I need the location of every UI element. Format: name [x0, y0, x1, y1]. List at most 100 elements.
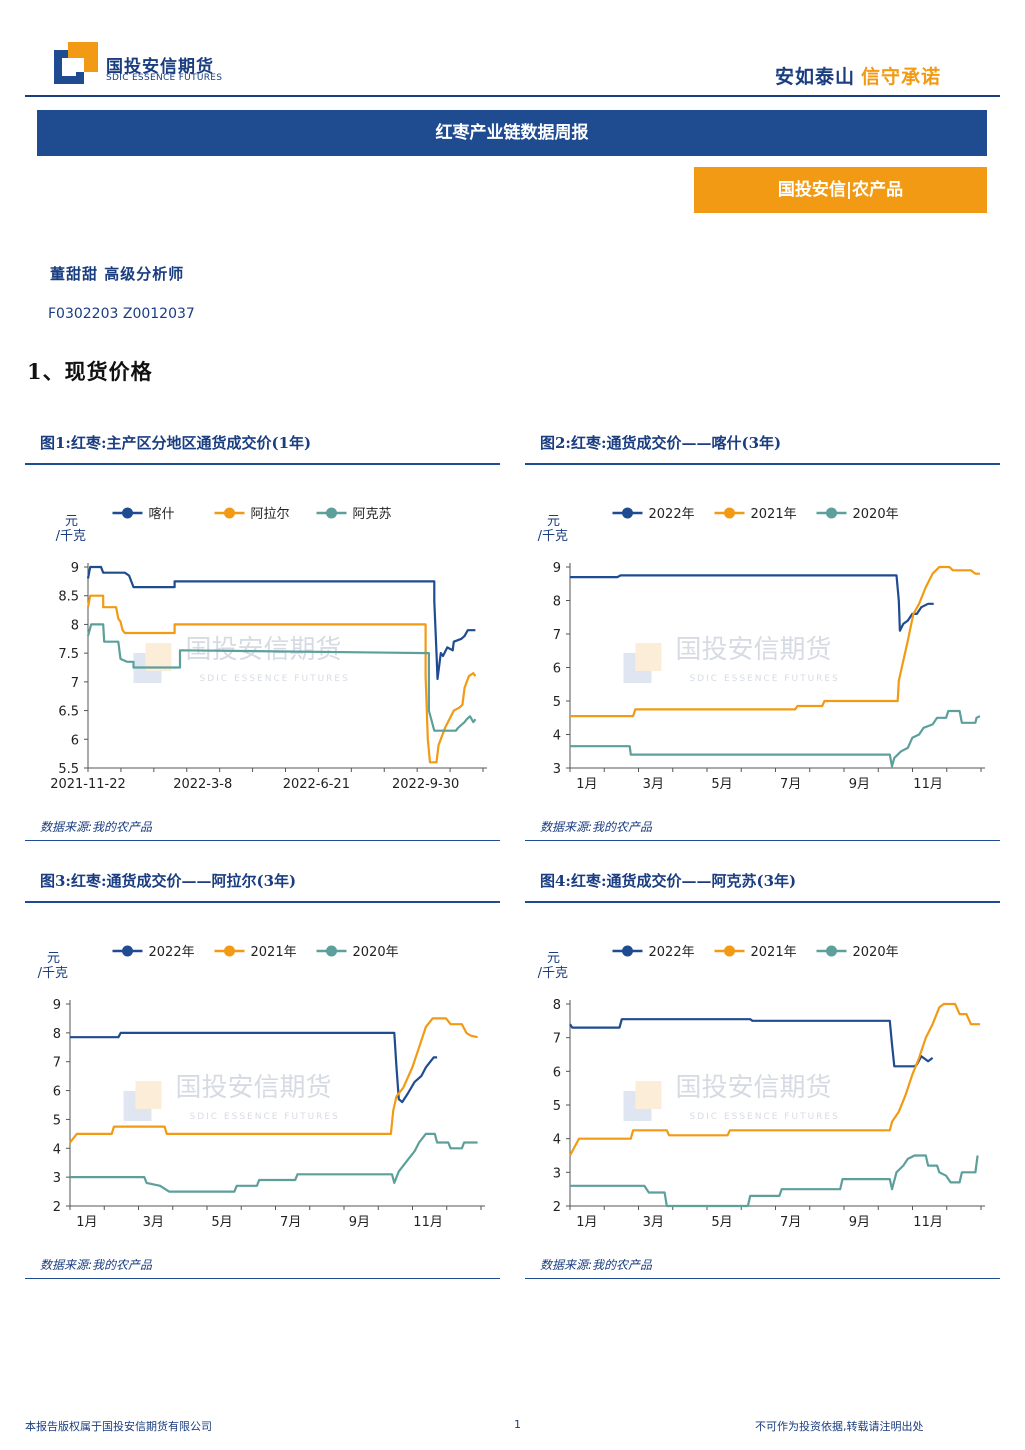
- x-tick-label: 3月: [143, 1215, 164, 1230]
- x-tick-label: 2022-3-8: [173, 777, 232, 792]
- series-line-2: [69, 1017, 478, 1144]
- slogan-part-b: 信守承诺: [861, 66, 942, 88]
- watermark-text-en: SDIC ESSENCE FUTURES: [690, 1112, 840, 1122]
- legend-label: 2022年: [649, 945, 695, 960]
- y-tick-label: 5: [553, 695, 561, 710]
- y-tick-label: 6: [71, 733, 79, 748]
- series-line-3: [70, 1132, 478, 1193]
- header-divider: [25, 95, 1000, 97]
- watermark-logo-icon: [623, 1091, 652, 1121]
- chart-source: 数据来源:我的农产品: [540, 1258, 653, 1272]
- x-tick-label: 5月: [711, 1215, 732, 1230]
- watermark: 国投安信期货 SDIC ESSENCE FUTURES: [623, 1073, 840, 1122]
- legend-marker: [224, 945, 235, 957]
- y-unit-label-a: 元: [547, 951, 560, 966]
- y-tick-label: 5: [53, 1113, 61, 1128]
- watermark: 国投安信期货 SDIC ESSENCE FUTURES: [123, 1073, 340, 1122]
- category-tag: 国投安信|农产品: [694, 167, 987, 213]
- legend-item: 2021年: [714, 945, 797, 960]
- chart-title: 图3:红枣:通货成交价——阿拉尔(3年): [40, 872, 297, 890]
- legend-marker: [326, 945, 337, 957]
- chart-bottom-divider: [525, 1278, 1000, 1279]
- watermark-logo-accent-icon: [145, 643, 172, 671]
- y-unit-label-b: /千克: [538, 529, 568, 544]
- legend-label: 2022年: [649, 507, 695, 522]
- y-tick-label: 8: [553, 998, 561, 1013]
- series-line-2: [570, 565, 980, 718]
- y-tick-label: 6: [553, 662, 561, 677]
- x-tick-label: 5月: [211, 1215, 232, 1230]
- y-tick-label: 3: [553, 762, 561, 777]
- chart-source: 数据来源:我的农产品: [40, 820, 153, 834]
- y-tick-label: 6.5: [58, 705, 79, 720]
- x-tick-label: 3月: [643, 777, 664, 792]
- y-tick-label: 5: [553, 1099, 561, 1114]
- y-tick-label: 4: [553, 1133, 561, 1148]
- series-line-2: [86, 594, 477, 764]
- page-number: 1: [514, 1418, 521, 1431]
- series-line-3: [570, 709, 981, 768]
- legend-item: 2020年: [816, 945, 899, 960]
- x-tick-label: 3月: [643, 1215, 664, 1230]
- y-tick-label: 4: [553, 729, 561, 744]
- watermark-text-en: SDIC ESSENCE FUTURES: [690, 674, 840, 684]
- series-line-2: [569, 1002, 980, 1157]
- analyst-license: F0302203 Z0012037: [48, 306, 195, 322]
- y-tick-label: 9: [71, 561, 79, 576]
- watermark-logo-icon: [123, 1091, 152, 1121]
- watermark-text-en: SDIC ESSENCE FUTURES: [200, 674, 350, 684]
- legend-marker: [724, 945, 735, 957]
- legend-item: 2021年: [214, 945, 297, 960]
- y-tick-label: 8: [53, 1027, 61, 1042]
- legend-marker: [326, 507, 337, 519]
- x-tick-label: 2022-9-30: [392, 777, 459, 792]
- chart-title: 图2:红枣:通货成交价——喀什(3年): [540, 434, 782, 452]
- legend-label: 2021年: [751, 945, 797, 960]
- y-tick-label: 8: [553, 595, 561, 610]
- watermark-text: 国投安信期货: [676, 635, 832, 665]
- chart-bottom-divider: [25, 1278, 500, 1279]
- legend-marker: [622, 507, 633, 519]
- x-tick-label: 1月: [576, 777, 597, 792]
- line-chart: 国投安信期货 SDIC ESSENCE FUTURES 元/千克 9 8 7 6 5 4 3 2 1月…: [38, 945, 485, 1230]
- y-unit-label-a: 元: [65, 514, 78, 529]
- y-tick-label: 2: [553, 1200, 561, 1215]
- y-tick-label: 9: [53, 998, 61, 1013]
- watermark-text: 国投安信期货: [176, 1073, 332, 1103]
- x-tick-label: 11月: [413, 1215, 443, 1230]
- watermark: 国投安信期货 SDIC ESSENCE FUTURES: [623, 635, 840, 684]
- chart-bottom-divider: [25, 840, 500, 841]
- series-line-1: [569, 1018, 934, 1068]
- y-tick-label: 4: [53, 1142, 61, 1157]
- y-tick-label: 2: [53, 1200, 61, 1215]
- legend-label: 阿克苏: [353, 506, 392, 522]
- watermark-text: 国投安信期货: [676, 1073, 832, 1103]
- y-tick-label: 7: [53, 1056, 61, 1071]
- watermark-logo-accent-icon: [635, 1081, 662, 1109]
- y-tick-label: 7: [71, 676, 79, 691]
- y-tick-label: 6: [553, 1065, 561, 1080]
- y-tick-label: 8: [71, 618, 79, 633]
- footer-disclaimer: 不可作为投资依据,转载请注明出处: [755, 1420, 924, 1433]
- y-tick-label: 7: [553, 1032, 561, 1047]
- x-tick-label: 5月: [711, 777, 732, 792]
- x-tick-label: 9月: [849, 1215, 870, 1230]
- x-tick-label: 11月: [913, 777, 943, 792]
- y-tick-label: 3: [53, 1171, 61, 1186]
- legend-label: 2021年: [751, 507, 797, 522]
- legend-item: 2022年: [612, 945, 695, 960]
- legend-marker: [224, 507, 235, 519]
- legend-label: 2020年: [853, 945, 899, 960]
- chart-title-divider: [25, 463, 500, 465]
- watermark-logo-icon: [623, 653, 652, 683]
- x-tick-label: 11月: [913, 1215, 943, 1230]
- legend-label: 2020年: [353, 945, 399, 960]
- section-heading: 1、现货价格: [27, 359, 153, 384]
- legend-item: 喀什: [112, 506, 175, 522]
- y-unit-label-a: 元: [547, 514, 560, 529]
- x-tick-label: 2022-6-21: [283, 777, 350, 792]
- watermark-text-en: SDIC ESSENCE FUTURES: [190, 1112, 340, 1122]
- series-line-3: [86, 623, 477, 732]
